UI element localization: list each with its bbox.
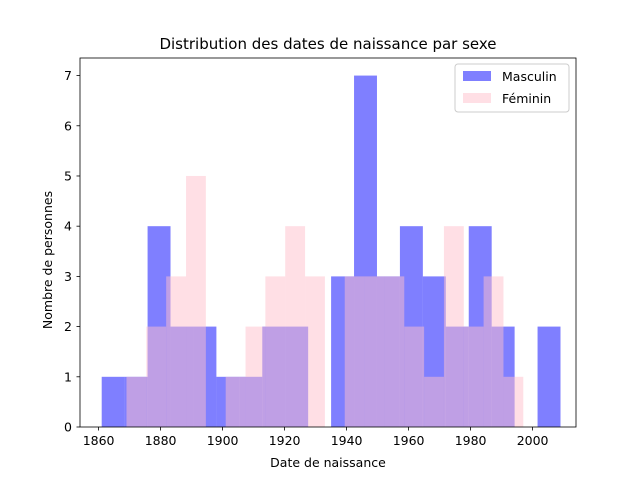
bar-féminin-8 <box>285 226 306 427</box>
y-tick-label-5: 5 <box>64 168 72 183</box>
x-tick-label-2000: 2000 <box>517 433 549 448</box>
bar-féminin-12 <box>364 276 385 427</box>
x-tick-label-1900: 1900 <box>207 433 239 448</box>
x-tick-label-1860: 1860 <box>83 433 115 448</box>
legend-label-masculin: Masculin <box>502 69 557 84</box>
bar-féminin-0 <box>126 376 147 427</box>
bar-féminin-17 <box>463 326 484 427</box>
bar-féminin-2 <box>166 276 187 427</box>
y-tick-label-7: 7 <box>64 68 72 83</box>
series-féminin <box>126 175 524 427</box>
bar-féminin-16 <box>443 226 464 427</box>
bar-féminin-1 <box>146 326 167 427</box>
y-tick-label-4: 4 <box>64 219 72 234</box>
bar-féminin-18 <box>483 276 504 427</box>
legend-label-féminin: Féminin <box>502 91 551 106</box>
bar-féminin-19 <box>503 376 524 427</box>
y-tick-label-6: 6 <box>64 118 72 133</box>
x-tick-label-1920: 1920 <box>269 433 301 448</box>
legend-swatch-féminin <box>463 93 491 103</box>
y-tick-label-0: 0 <box>64 420 72 435</box>
y-tick-label-2: 2 <box>64 319 72 334</box>
axes-frame <box>79 57 577 428</box>
bar-féminin-13 <box>384 276 405 427</box>
bar-féminin-9 <box>305 276 325 427</box>
x-axis-label: Date de naissance <box>270 455 386 470</box>
plot-area: 1860 1880 1900 1920 1940 1960 1980 2000 0 1 2 3 4 5 6 7 <box>64 57 577 448</box>
y-axis-label: Nombre de personnes <box>40 191 55 329</box>
x-tick-label-1940: 1940 <box>331 433 363 448</box>
bar-féminin-5 <box>225 376 246 427</box>
chart-title: Distribution des dates de naissance par … <box>159 35 496 53</box>
legend-swatch-masculin <box>463 71 491 81</box>
x-tick-label-1880: 1880 <box>145 433 177 448</box>
bar-féminin-3 <box>186 175 206 427</box>
y-tick-label-3: 3 <box>64 269 72 284</box>
x-tick-label-1980: 1980 <box>455 433 487 448</box>
x-tick-label-1960: 1960 <box>393 433 425 448</box>
legend: Masculin Féminin <box>454 63 570 113</box>
bar-masculin-19 <box>537 326 561 427</box>
bar-féminin-14 <box>404 326 425 427</box>
bar-féminin-11 <box>344 276 365 427</box>
bar-masculin-0 <box>101 376 125 427</box>
y-tick-label-1: 1 <box>64 369 72 384</box>
bar-féminin-6 <box>245 326 266 427</box>
bar-féminin-15 <box>424 376 444 427</box>
bar-féminin-7 <box>265 276 286 427</box>
